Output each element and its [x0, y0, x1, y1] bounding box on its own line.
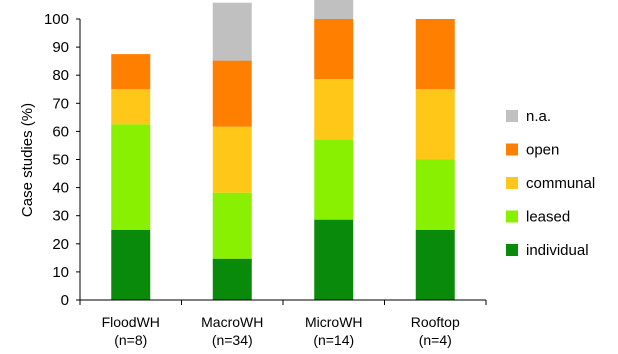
bar-segment-floodwh-individual: [111, 229, 151, 300]
bar-segment-microwh-na: [314, 0, 354, 20]
y-tick-label: 60: [52, 123, 69, 140]
bars-layer: [111, 0, 455, 300]
bar-segment-microwh-individual: [314, 219, 354, 300]
legend-swatch-open: [506, 143, 518, 156]
bar-segment-floodwh-leased: [111, 124, 151, 230]
legend-label: open: [526, 142, 559, 159]
bar-segment-rooftop-leased: [415, 159, 455, 230]
legend-label: leased: [526, 209, 570, 226]
legend: n.a. open communal leased individual: [506, 108, 595, 259]
legend-swatch-leased: [506, 210, 518, 223]
bar-segment-microwh-communal: [314, 79, 354, 140]
legend-swatch-na: [506, 110, 518, 122]
y-tick-label: 40: [52, 180, 69, 197]
y-tick-label: 50: [52, 152, 69, 169]
x-tick-label: FloodWH: [102, 314, 160, 330]
x-tick-label: MicroWH: [305, 314, 363, 330]
bar-segment-rooftop-communal: [415, 89, 455, 160]
y-tick-label: 90: [52, 39, 69, 56]
y-tick-label: 70: [52, 95, 69, 112]
bar-segment-microwh-leased: [314, 139, 354, 220]
x-tick-sublabel: (n=8): [114, 332, 147, 348]
x-tick-label: MacroWH: [201, 314, 263, 330]
legend-label: communal: [526, 175, 595, 192]
y-tick-label: 0: [61, 292, 69, 309]
legend-label: individual: [526, 242, 589, 259]
bar-segment-floodwh-communal: [111, 89, 151, 125]
x-tick-sublabel: (n=14): [313, 332, 354, 348]
x-axis: FloodWH (n=8) MacroWH (n=34) MicroWH (n=14) Ro…: [79, 299, 487, 348]
x-tick-label: Rooftop: [411, 314, 460, 330]
bar-segment-microwh-open: [314, 19, 354, 80]
legend-swatch-communal: [506, 177, 518, 189]
bar-segment-floodwh-open: [111, 54, 151, 90]
x-tick-sublabel: (n=34): [212, 332, 253, 348]
y-tick-label: 10: [52, 264, 69, 281]
y-axis-label: Case studies (%): [19, 103, 36, 217]
legend-label: n.a.: [526, 108, 551, 125]
bar-segment-macrowh-open: [212, 60, 252, 127]
bar-segment-macrowh-individual: [212, 258, 252, 300]
y-tick-label: 80: [52, 67, 69, 84]
y-axis: 0 10 20 30 40 50 60 70 80 90 100: [44, 11, 81, 309]
bar-segment-rooftop-individual: [415, 229, 455, 300]
y-tick-label: 100: [44, 11, 69, 28]
x-tick-sublabel: (n=4): [419, 332, 452, 348]
bar-segment-macrowh-leased: [212, 192, 252, 259]
bar-segment-rooftop-open: [415, 19, 455, 90]
bar-segment-macrowh-na: [212, 2, 252, 61]
legend-swatch-individual: [506, 244, 518, 256]
y-tick-label: 20: [52, 236, 69, 253]
bar-segment-macrowh-communal: [212, 126, 252, 193]
y-tick-label: 30: [52, 208, 69, 225]
